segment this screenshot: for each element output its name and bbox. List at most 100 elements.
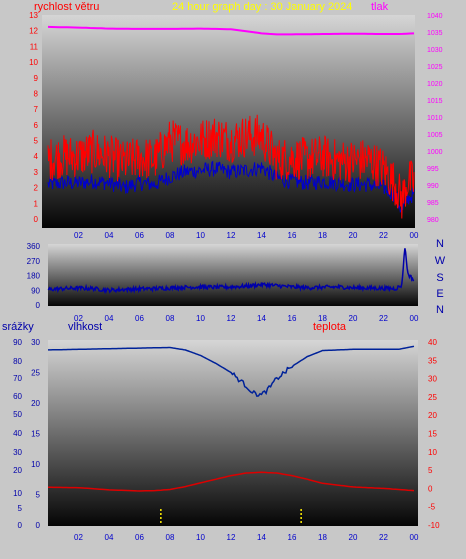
pressure-tick: 1030 xyxy=(427,47,443,54)
hour-tick-label: 10 xyxy=(196,533,205,542)
hour-tick-label: 14 xyxy=(257,533,266,542)
rain-tick: 50 xyxy=(13,410,22,419)
wind-direction-line xyxy=(47,248,415,295)
wind-speed-tick: 10 xyxy=(29,58,38,67)
gust-series xyxy=(47,160,415,214)
rain-tick: 40 xyxy=(13,429,22,438)
hour-tick-label: 20 xyxy=(349,533,358,542)
wind-direction-series xyxy=(47,248,415,295)
wind-speed-tick: 6 xyxy=(34,121,39,130)
temperature-tick: 20 xyxy=(428,411,437,420)
hour-tick-label: 04 xyxy=(105,533,114,542)
wind-speed-tick: 12 xyxy=(29,27,38,36)
temperature-tick: 0 xyxy=(428,484,433,493)
humidity-tick: 10 xyxy=(31,460,40,469)
temperature-tick: 35 xyxy=(428,356,437,365)
hour-tick-label: 04 xyxy=(105,231,114,240)
hour-tick-label: 22 xyxy=(379,231,388,240)
temperature-axis-label: teplota xyxy=(313,321,347,333)
rain-tick: 100 xyxy=(9,0,23,2)
hour-tick-label: 18 xyxy=(318,533,327,542)
pressure-tick: 990 xyxy=(427,183,439,190)
rain-tick: 0 xyxy=(18,521,23,530)
pressure-line xyxy=(47,25,415,36)
hour-tick-label: 04 xyxy=(105,314,114,323)
direction-tick: 360 xyxy=(27,242,41,251)
hour-tick-label: 18 xyxy=(318,231,327,240)
pressure-tick: 1015 xyxy=(427,98,443,105)
pressure-series xyxy=(47,25,415,36)
temperature-tick: -10 xyxy=(428,521,440,530)
rain-tick: 80 xyxy=(13,357,22,366)
compass-label: N xyxy=(436,304,444,316)
wind-speed-tick: 4 xyxy=(34,152,39,161)
wind-speed-tick: 1 xyxy=(34,199,39,208)
wind-speed-tick: 3 xyxy=(34,168,39,177)
pressure-axis-label: tlak xyxy=(371,1,389,13)
rain-tick: 20 xyxy=(13,466,22,475)
pressure-tick: 1005 xyxy=(427,132,443,139)
direction-tick: 180 xyxy=(27,272,41,281)
hour-tick-label: 16 xyxy=(288,533,297,542)
rain-tick: 70 xyxy=(13,374,22,383)
temperature-tick: 5 xyxy=(428,466,433,475)
compass-label: W xyxy=(435,255,446,267)
wind-speed-tick: 2 xyxy=(34,184,39,193)
humidity-tick: 0 xyxy=(36,521,41,530)
humidity-tick-labels: 0 5 10 15 20 25 30 xyxy=(31,338,40,530)
gust-line xyxy=(47,160,415,214)
wind-speed-tick: 7 xyxy=(34,105,39,114)
direction-tick: 0 xyxy=(36,301,41,310)
hour-tick-label: 12 xyxy=(227,314,236,323)
hour-tick-label: 00 xyxy=(410,231,419,240)
hour-tick-label: 08 xyxy=(166,533,175,542)
hour-tick-label: 06 xyxy=(135,533,144,542)
wind-speed-axis-label: rychlost větru xyxy=(34,1,99,13)
rain-tick: 5 xyxy=(18,504,23,513)
climate-plot-area xyxy=(48,340,418,526)
hour-tick-label: 10 xyxy=(196,314,205,323)
pressure-tick: 995 xyxy=(427,166,439,173)
hour-tick-label: 12 xyxy=(227,231,236,240)
pressure-tick: 980 xyxy=(427,217,439,224)
wind-speed-tick: 13 xyxy=(29,11,38,20)
hour-tick-label: 20 xyxy=(349,314,358,323)
humidity-line xyxy=(48,345,415,398)
hour-tick-label: 06 xyxy=(135,314,144,323)
pressure-tick: 985 xyxy=(427,200,439,207)
wind-speed-tick: 11 xyxy=(30,42,39,51)
wind-pressure-plot-area xyxy=(42,15,415,228)
hour-tick-label: 22 xyxy=(379,533,388,542)
temperature-tick: 15 xyxy=(428,430,437,439)
wind-speed-tick: 9 xyxy=(34,74,39,83)
hour-tick-label: 08 xyxy=(166,314,175,323)
direction-tick-labels: 0 90 180 270 360 xyxy=(27,242,41,310)
direction-tick: 90 xyxy=(31,286,40,295)
hour-tick-label: 16 xyxy=(288,314,297,323)
hour-tick-label: 00 xyxy=(410,533,419,542)
chart-title: 24 hour graph day : 30 January 2024 xyxy=(172,1,352,13)
temperature-tick-labels: -10 -5 0 5 10 15 20 25 30 35 40 xyxy=(428,338,440,530)
pressure-tick-labels: 980 985 990 995 1000 1005 1010 1015 1020 1025 1030… xyxy=(427,13,443,224)
hour-tick-label: 02 xyxy=(74,533,83,542)
rain-series xyxy=(160,509,302,525)
hour-tick-label: 16 xyxy=(288,231,297,240)
humidity-series xyxy=(48,345,415,398)
direction-tick: 270 xyxy=(27,257,41,266)
humidity-tick: 20 xyxy=(31,399,40,408)
hour-tick-labels: 02 04 06 08 10 12 14 16 18 20 22 00 xyxy=(74,231,419,240)
hour-tick-labels-climate: 02 04 06 08 10 12 14 16 18 20 22 00 xyxy=(74,533,419,542)
pressure-tick: 1040 xyxy=(427,13,443,20)
rain-tick: 90 xyxy=(13,338,22,347)
temperature-tick: -5 xyxy=(428,503,436,512)
temperature-tick: 10 xyxy=(428,448,437,457)
hour-tick-label: 02 xyxy=(74,231,83,240)
pressure-tick: 1020 xyxy=(427,81,443,88)
compass-label: E xyxy=(436,288,443,300)
